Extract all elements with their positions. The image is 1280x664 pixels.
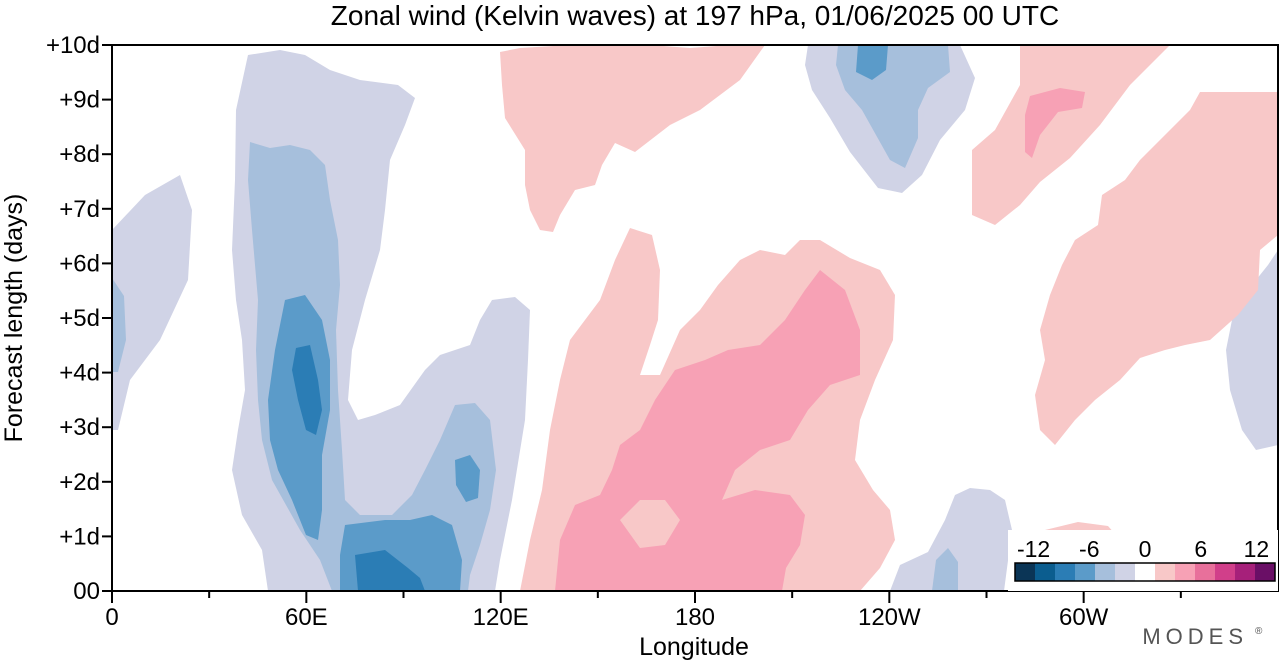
modes-logo-text: MODES <box>1142 624 1248 649</box>
x-tick-label: 60W <box>1059 604 1109 631</box>
colorbar-swatch <box>1035 563 1056 581</box>
contour-pos-2-east-band <box>1035 92 1278 445</box>
y-axis: 00 +1d +2d +3d +4d +5d +6d +7d +8d +9d +10d <box>46 32 112 605</box>
colorbar-labels: -12 -6 0 6 12 <box>1017 536 1269 562</box>
colorbar-swatch <box>1195 563 1216 581</box>
contour-neg-8-core-upper <box>292 345 322 435</box>
colorbar-swatch <box>1155 563 1176 581</box>
contour-pos-2-east-upper <box>972 45 1170 225</box>
x-tick-label: 120W <box>858 604 921 631</box>
x-tick-label: 180 <box>675 604 715 631</box>
colorbar-swatch <box>1055 563 1076 581</box>
contour-neg-6-east-pacific <box>856 45 888 80</box>
colorbar-legend: -12 -6 0 6 12 <box>1008 530 1278 591</box>
x-axis: 0 60E 120E 180 120W 60W <box>105 591 1182 631</box>
y-tick-label: +7d <box>59 196 100 223</box>
x-tick-label: 0 <box>105 604 118 631</box>
colorbar-swatch <box>1095 563 1116 581</box>
y-tick-label: +9d <box>59 87 100 114</box>
contour-neg-2-west-edge <box>112 175 192 430</box>
colorbar-swatch <box>1075 563 1096 581</box>
contour-neg-2-east-edge <box>1226 250 1278 450</box>
y-tick-label: +1d <box>59 523 100 550</box>
chart-title: Zonal wind (Kelvin waves) at 197 hPa, 01… <box>331 0 1059 31</box>
colorbar-label: 12 <box>1244 536 1270 562</box>
y-tick-label: +4d <box>59 360 100 387</box>
registered-mark: ® <box>1255 626 1263 637</box>
colorbar-label: 6 <box>1194 536 1207 562</box>
contour-neg-6-maritime-high <box>455 455 480 502</box>
y-tick-label: +6d <box>59 250 100 277</box>
colorbar-label: 0 <box>1139 536 1152 562</box>
y-tick-label: +2d <box>59 469 100 496</box>
y-tick-label: +8d <box>59 141 100 168</box>
colorbar-swatch <box>1175 563 1196 581</box>
colorbar-label: -6 <box>1079 536 1099 562</box>
colorbar-outline <box>1014 562 1276 582</box>
y-tick-label: +10d <box>46 32 100 59</box>
contour-neg-8-core-lower <box>355 550 425 591</box>
x-axis-label: Longitude <box>639 633 749 661</box>
colorbar-swatch <box>1115 563 1136 581</box>
contour-pos-2-central-hole <box>620 500 680 548</box>
colorbar-swatch <box>1215 563 1236 581</box>
contour-neg-2-east-low <box>890 488 1012 591</box>
contour-pos-2-north-pacific <box>500 45 765 232</box>
x-tick-label: 120E <box>473 604 529 631</box>
contour-neg-4-west-edge <box>112 278 126 372</box>
contour-pos-4-east-upper <box>1025 88 1085 158</box>
y-tick-label: 00 <box>73 578 100 605</box>
colorbar-cells <box>1014 562 1276 582</box>
contour-neg-6-indian-ocean <box>268 295 330 540</box>
colorbar-label: -12 <box>1017 536 1050 562</box>
plot-area <box>112 45 1278 591</box>
colorbar-swatch <box>1015 563 1036 581</box>
contour-neg-4-east-low <box>932 548 958 591</box>
y-axis-label: Forecast length (days) <box>0 194 28 443</box>
colorbar-swatch <box>1135 563 1156 581</box>
x-tick-label: 60E <box>285 604 328 631</box>
colorbar-swatch <box>1255 563 1276 581</box>
colorbar-swatch <box>1235 563 1256 581</box>
y-tick-label: +5d <box>59 305 100 332</box>
y-tick-label: +3d <box>59 414 100 441</box>
